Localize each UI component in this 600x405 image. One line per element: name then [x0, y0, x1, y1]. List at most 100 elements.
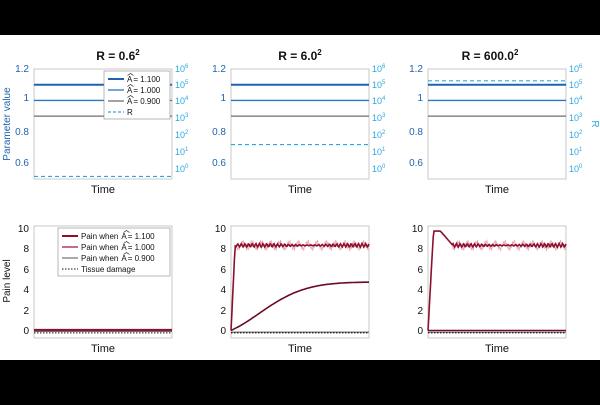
y-tick-bm-3: 6: [220, 265, 226, 276]
plot-area-bottom-right: [427, 225, 567, 339]
y-tick-bl-1: 2: [23, 306, 29, 317]
y-tick-top-left-1: 0.8: [15, 127, 29, 138]
y-right-ticks-top-right: 100 101 102 103 104 105 106: [569, 64, 583, 174]
y-right-tick-tl-1: 101: [175, 147, 189, 157]
y-ticks-bottom-left: 0 2 4 6 8 10: [18, 224, 30, 337]
y-tick-bm-1: 2: [220, 306, 226, 317]
y-tick-top-right-1: 0.8: [409, 127, 423, 138]
y-right-tick-tm-4: 104: [372, 96, 386, 106]
y-right-tick-tr-4: 104: [569, 96, 583, 106]
y-tick-top-left-2: 1: [23, 93, 29, 104]
y-tick-bm-4: 8: [220, 244, 226, 255]
y-tick-br-5: 10: [412, 224, 424, 235]
y-tick-top-right-2: 1: [417, 93, 423, 104]
y-tick-top-left-0: 0.6: [15, 158, 29, 169]
ylabel-right-top-right: R: [589, 120, 600, 127]
y-tick-top-middle-2: 1: [220, 93, 226, 104]
y-tick-br-4: 8: [417, 244, 423, 255]
y-right-tick-tl-5: 105: [175, 80, 189, 90]
y-tick-top-middle-1: 0.8: [212, 127, 226, 138]
line-br-pain-1100: [427, 230, 567, 331]
y-tick-br-3: 6: [417, 265, 423, 276]
xlabel-top-middle: Time: [288, 184, 312, 196]
line-bm-pain-1100: [230, 241, 370, 331]
y-tick-top-middle-3: 1.2: [212, 64, 226, 75]
y-tick-bl-3: 6: [23, 265, 29, 276]
y-tick-bl-2: 4: [23, 285, 29, 296]
panel-top-middle: R = 6.02 0.6 0.8 1 1.2 100 101 102 103 1…: [212, 48, 386, 196]
xlabel-bottom-right: Time: [485, 343, 509, 355]
y-right-tick-tm-5: 105: [372, 80, 386, 90]
title-top-middle: R = 6.02: [278, 48, 322, 63]
y-tick-br-0: 0: [417, 326, 423, 337]
y-right-tick-tr-0: 100: [569, 164, 583, 174]
plot-area-top-middle: [230, 68, 370, 180]
y-right-tick-tm-1: 101: [372, 147, 386, 157]
panel-top-right: R = 600.02 0.6 0.8 1 1.2 100 101 102 103…: [409, 48, 600, 196]
legend-bottom-left: Pain when A= 1.100 Pain when A= 1.000 Pain…: [57, 227, 171, 277]
plot-area-bottom-left: [33, 225, 173, 339]
y-tick-top-middle-0: 0.6: [212, 158, 226, 169]
ylabel-top-left: Parameter value: [2, 87, 13, 161]
title-top-left: R = 0.62: [96, 48, 140, 63]
ylabel-bottom-left: Pain level: [2, 259, 13, 302]
y-tick-bl-0: 0: [23, 326, 29, 337]
y-right-tick-tm-3: 103: [372, 113, 386, 123]
panel-bottom-left: 0 2 4 6 8 10 Pain level Time Pain when A=: [2, 224, 173, 355]
y-tick-br-1: 2: [417, 306, 423, 317]
y-right-ticks-top-left: 100 101 102 103 104 105 106: [175, 64, 189, 174]
legend-label-a-1100: A= 1.100: [127, 75, 161, 84]
line-bm-pain-1000: [230, 281, 369, 332]
plot-area-top-left: [33, 68, 173, 180]
y-tick-bm-5: 10: [215, 224, 227, 235]
xlabel-top-right: Time: [485, 184, 509, 196]
panel-bottom-right: 0 2 4 6 8 10 Time: [412, 224, 567, 355]
y-tick-bm-0: 0: [220, 326, 226, 337]
legend-hat-marks-bottom: [123, 230, 130, 255]
xlabel-top-left: Time: [91, 184, 115, 196]
y-ticks-bottom-middle: 0 2 4 6 8 10: [215, 224, 227, 337]
legend-label-pain-1000: Pain when A= 1.000: [81, 243, 155, 252]
y-left-ticks-top-right: 0.6 0.8 1 1.2: [409, 64, 423, 169]
y-right-tick-tr-1: 101: [569, 147, 583, 157]
y-right-tick-tm-0: 100: [372, 164, 386, 174]
y-right-tick-tl-2: 102: [175, 130, 189, 140]
y-right-tick-tr-5: 105: [569, 80, 583, 90]
y-tick-bl-5: 10: [18, 224, 30, 235]
y-right-tick-tm-2: 102: [372, 130, 386, 140]
y-tick-br-2: 4: [417, 285, 423, 296]
y-right-tick-tl-0: 100: [175, 164, 189, 174]
legend-label-a-0900: A= 0.900: [127, 97, 161, 106]
plot-area-top-right: [427, 68, 567, 180]
xlabel-bottom-middle: Time: [288, 343, 312, 355]
legend-label-pain-0900: Pain when A= 0.900: [81, 254, 155, 263]
y-tick-top-right-3: 1.2: [409, 64, 423, 75]
legend-label-pain-1100: Pain when A= 1.100: [81, 232, 155, 241]
figure-background: [0, 35, 600, 360]
y-tick-bm-2: 4: [220, 285, 226, 296]
panel-top-left: R = 0.62 0.6 0.8 1 1.2 Parameter value 1…: [2, 48, 189, 196]
xlabel-bottom-left: Time: [91, 343, 115, 355]
y-left-ticks-top-left: 0.6 0.8 1 1.2: [15, 64, 29, 169]
y-tick-top-left-3: 1.2: [15, 64, 29, 75]
legend-label-tissue: Tissue damage: [81, 265, 136, 274]
y-right-tick-tr-3: 103: [569, 113, 583, 123]
y-right-tick-tl-3: 103: [175, 113, 189, 123]
y-right-tick-tr-2: 102: [569, 130, 583, 140]
title-top-right: R = 600.02: [462, 48, 519, 63]
y-right-tick-tr-6: 106: [569, 64, 583, 74]
y-right-tick-tl-4: 104: [175, 96, 189, 106]
legend-label-a-1000: A= 1.000: [127, 86, 161, 95]
y-tick-top-right-0: 0.6: [409, 158, 423, 169]
y-right-tick-tm-6: 106: [372, 64, 386, 74]
y-tick-bl-4: 8: [23, 244, 29, 255]
panel-bottom-middle: 0 2 4 6 8 10 Time: [215, 224, 370, 355]
legend-top-left: A= 1.100 A= 1.000 A= 0.900 R: [103, 70, 171, 120]
legend-hat-marks: [127, 73, 134, 98]
y-ticks-bottom-right: 0 2 4 6 8 10: [412, 224, 424, 337]
y-right-tick-tl-6: 106: [175, 64, 189, 74]
y-left-ticks-top-middle: 0.6 0.8 1 1.2: [212, 64, 226, 169]
y-right-ticks-top-middle: 100 101 102 103 104 105 106: [372, 64, 386, 174]
